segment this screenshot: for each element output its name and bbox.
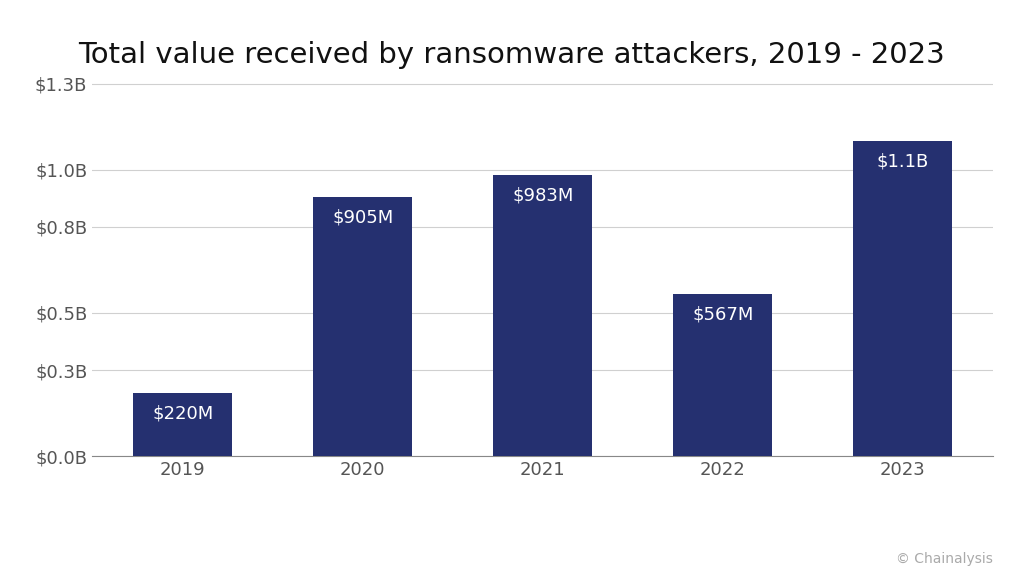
Bar: [853, 141, 952, 456]
Text: Total value received by ransomware attackers, 2019 - 2023: Total value received by ransomware attac…: [79, 41, 945, 69]
Text: $1.1B: $1.1B: [877, 152, 929, 170]
Bar: [673, 293, 772, 456]
Text: $905M: $905M: [332, 209, 393, 227]
Bar: [313, 197, 413, 456]
Text: $983M: $983M: [512, 186, 573, 204]
Text: $220M: $220M: [152, 404, 213, 422]
Text: $567M: $567M: [692, 305, 754, 323]
Text: © Chainalysis: © Chainalysis: [896, 552, 993, 566]
Bar: [494, 174, 592, 456]
Bar: [133, 393, 232, 456]
